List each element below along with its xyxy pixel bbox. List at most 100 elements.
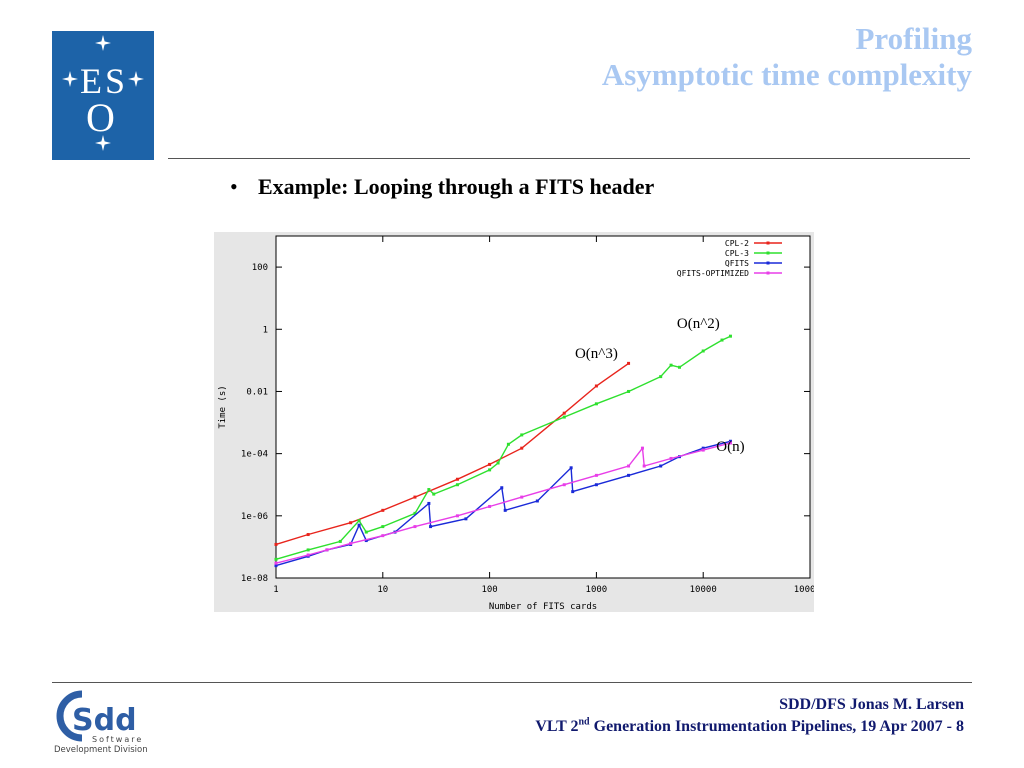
- title-divider: [168, 158, 970, 159]
- series-point-qfits: [364, 539, 368, 543]
- series-layer: [274, 334, 732, 568]
- series-point-qfits-optimized: [488, 504, 492, 508]
- series-point-cpl-3: [669, 363, 673, 367]
- series-point-qfits-optimized: [627, 464, 631, 468]
- sdd-logo-letters: Sdd: [72, 703, 137, 738]
- legend-marker: [766, 271, 770, 275]
- series-point-cpl-3: [432, 492, 436, 496]
- series-point-qfits: [728, 439, 732, 443]
- eso-logo-e: E: [80, 61, 102, 101]
- x-tick-label: 10000: [690, 585, 717, 595]
- y-tick-label: 1e-08: [241, 574, 268, 584]
- series-point-cpl-2: [455, 477, 459, 481]
- legend-marker: [766, 261, 770, 265]
- x-tick-label: 1000: [586, 585, 608, 595]
- y-tick-label: 100: [252, 263, 268, 273]
- x-tick-label: 100000: [794, 585, 814, 595]
- footer: SDD/DFS Jonas M. Larsen VLT 2nd Generati…: [535, 694, 964, 738]
- footer-author: SDD/DFS Jonas M. Larsen: [779, 696, 964, 713]
- y-tick-label: 0.01: [246, 387, 268, 397]
- series-point-qfits: [535, 499, 539, 503]
- series-point-qfits-optimized: [274, 561, 278, 565]
- footer-divider: [52, 682, 972, 683]
- series-point-cpl-3: [306, 548, 310, 552]
- legend-marker: [766, 251, 770, 255]
- bullet-text: Example: Looping through a FITS header: [258, 174, 655, 199]
- series-point-qfits: [357, 523, 361, 527]
- series-point-qfits-optimized: [381, 534, 385, 538]
- eso-logo: E S O: [52, 31, 154, 160]
- sdd-logo-graphic: Sdd Software Development Division: [54, 690, 148, 755]
- series-point-cpl-3: [701, 349, 705, 353]
- series-point-qfits: [701, 446, 705, 450]
- y-axis-label: Time (s): [218, 385, 228, 428]
- legend-label: CPL-2: [725, 239, 749, 248]
- series-point-cpl-3: [678, 365, 682, 369]
- sdd-logo-sub2: Development Division: [54, 745, 148, 755]
- bullet-dot-icon: •: [230, 174, 238, 199]
- series-point-qfits: [427, 501, 431, 505]
- footer-event-prefix: VLT 2: [535, 718, 579, 735]
- eso-logo-s: S: [105, 61, 125, 101]
- series-point-qfits-optimized: [701, 448, 705, 452]
- eso-logo-o: O: [86, 95, 115, 140]
- footer-event: VLT 2nd Generation Instrumentation Pipel…: [535, 716, 964, 738]
- series-point-qfits: [569, 466, 573, 470]
- series-point-cpl-2: [306, 533, 310, 537]
- series-point-qfits: [659, 464, 663, 468]
- chart-container: 1 10 100 1000 10000 100000 1e-08 1e-06 1e-04 0.0…: [214, 232, 814, 612]
- series-point-cpl-3: [496, 461, 500, 465]
- sdd-logo: Sdd Software Development Division: [52, 690, 164, 756]
- series-point-cpl-3: [338, 539, 342, 543]
- annotation-label: O(n): [716, 439, 744, 455]
- legend-label: CPL-3: [725, 249, 749, 258]
- series-point-cpl-3: [381, 525, 385, 529]
- series-point-qfits-optimized: [594, 473, 598, 477]
- legend-label: QFITS-OPTIMIZED: [677, 269, 749, 278]
- series-point-cpl-2: [274, 542, 278, 546]
- series-point-cpl-3: [562, 415, 566, 419]
- footer-event-sup: nd: [578, 716, 590, 728]
- series-point-qfits-optimized: [520, 495, 524, 499]
- series-point-qfits: [627, 473, 631, 477]
- series-point-cpl-3: [427, 488, 431, 492]
- series-point-qfits-optimized: [325, 548, 329, 552]
- legend-label: QFITS: [725, 259, 749, 268]
- series-point-cpl-2: [349, 521, 353, 525]
- series-point-cpl-2: [562, 411, 566, 415]
- series-point-qfits-optimized: [413, 525, 417, 529]
- title-line-1: Profiling: [855, 21, 972, 56]
- footer-event-suffix: Generation Instrumentation Pipelines, 19…: [589, 718, 964, 735]
- series-point-cpl-3: [520, 433, 524, 437]
- series-point-qfits: [594, 483, 598, 487]
- series-point-cpl-3: [728, 334, 732, 338]
- series-point-cpl-2: [594, 384, 598, 388]
- x-axis-label: Number of FITS cards: [489, 602, 597, 612]
- x-tick-label: 1: [273, 585, 278, 595]
- series-point-cpl-2: [413, 495, 417, 499]
- series-point-cpl-2: [627, 361, 631, 365]
- x-tick-label: 10: [377, 585, 388, 595]
- series-point-cpl-3: [506, 442, 510, 446]
- series-point-cpl-3: [488, 468, 492, 472]
- series-point-qfits-optimized: [642, 464, 646, 468]
- y-tick-label: 1e-06: [241, 512, 268, 522]
- bullet-item: • Example: Looping through a FITS header: [230, 174, 654, 200]
- series-point-cpl-3: [659, 375, 663, 379]
- series-point-qfits-optimized: [728, 441, 732, 445]
- legend-marker: [766, 241, 770, 245]
- sdd-logo-sub1: Software: [92, 735, 143, 744]
- series-point-qfits-optimized: [669, 456, 673, 460]
- annotation-label: O(n^2): [677, 316, 720, 332]
- series-point-qfits: [429, 525, 433, 529]
- y-axis: 1e-08 1e-06 1e-04 0.01 1 100: [241, 263, 810, 584]
- eso-logo-graphic: E S O: [62, 35, 144, 151]
- series-point-cpl-3: [455, 483, 459, 487]
- sdd-logo-swoosh: [56, 690, 83, 742]
- series-point-qfits: [500, 486, 504, 490]
- series-point-cpl-3: [274, 557, 278, 561]
- y-tick-label: 1: [263, 325, 268, 335]
- y-tick-label: 1e-04: [241, 450, 268, 460]
- plot-area: [275, 235, 811, 579]
